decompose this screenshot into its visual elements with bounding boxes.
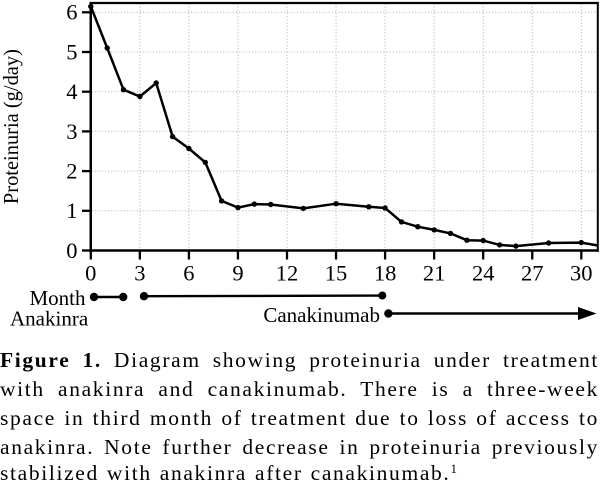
svg-text:24: 24 — [472, 261, 495, 286]
svg-text:1: 1 — [66, 198, 77, 223]
svg-text:21: 21 — [423, 261, 446, 286]
svg-text:27: 27 — [521, 261, 544, 286]
svg-text:15: 15 — [325, 261, 348, 286]
svg-text:9: 9 — [232, 261, 243, 286]
svg-text:0: 0 — [66, 238, 77, 263]
svg-text:5: 5 — [66, 39, 77, 64]
svg-text:Month: Month — [29, 286, 86, 310]
svg-text:18: 18 — [374, 261, 397, 286]
svg-text:4: 4 — [66, 79, 77, 104]
svg-text:3: 3 — [134, 261, 145, 286]
svg-text:6: 6 — [183, 261, 194, 286]
svg-text:Canakinumab: Canakinumab — [263, 303, 380, 327]
svg-text:30: 30 — [570, 261, 593, 286]
svg-text:Proteinuria (g/day): Proteinuria (g/day) — [0, 49, 23, 204]
svg-text:12: 12 — [276, 261, 299, 286]
svg-text:6: 6 — [66, 0, 77, 25]
svg-text:3: 3 — [66, 119, 77, 144]
svg-text:Anakinra: Anakinra — [10, 306, 89, 330]
svg-text:2: 2 — [66, 159, 77, 184]
svg-text:0: 0 — [85, 261, 96, 286]
